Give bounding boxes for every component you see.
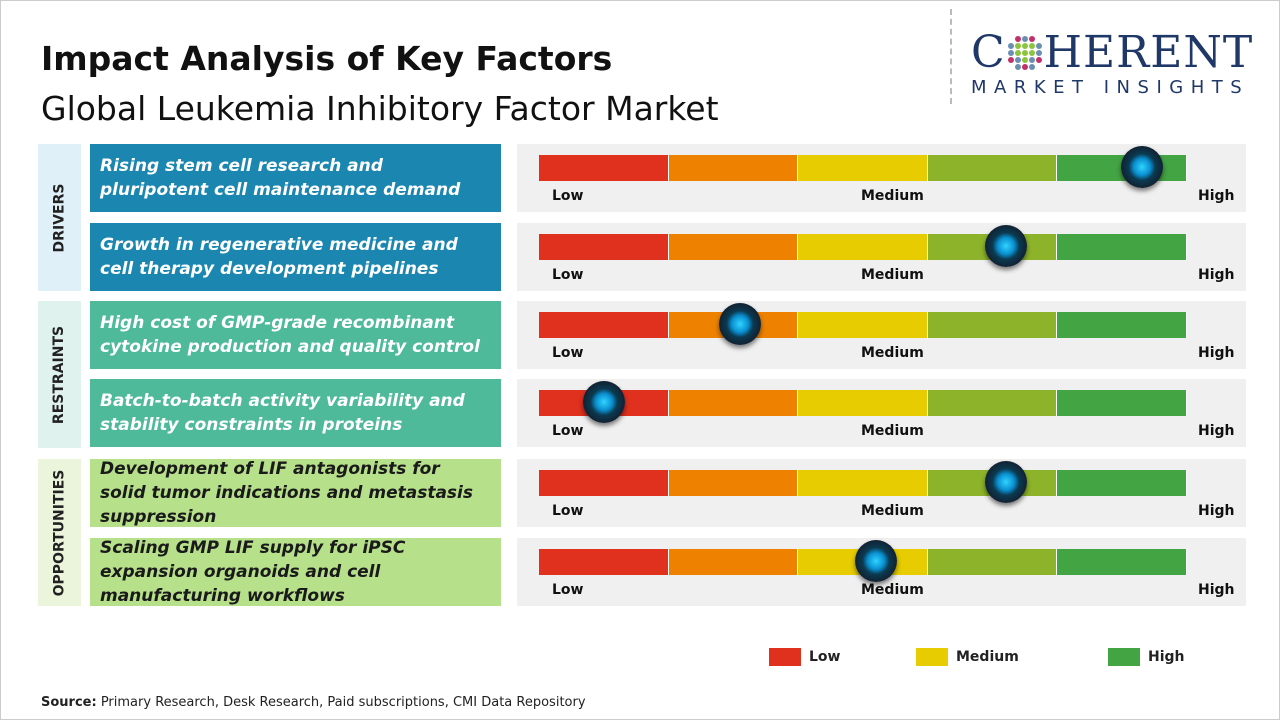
bar-segment-low_mid <box>668 234 799 260</box>
impact-marker <box>984 461 1027 503</box>
bar-segment-mid_high <box>927 312 1058 338</box>
logo: C HERENT MARKET INSIGHTS <box>971 31 1261 99</box>
bar-segment-medium <box>798 470 928 496</box>
scale-medium-label: Medium <box>861 345 924 361</box>
page-subtitle: Global Leukemia Inhibitory Factor Market <box>41 89 719 128</box>
impact-bar <box>539 155 1187 181</box>
legend-label: Low <box>809 649 841 665</box>
category-label: RESTRAINTS <box>51 325 68 424</box>
scale-high-label: High <box>1198 345 1235 361</box>
bar-segment-mid_high <box>927 155 1058 181</box>
bar-segment-low_mid <box>668 155 799 181</box>
bar-segment-low <box>539 312 669 338</box>
source-note: Source: Primary Research, Desk Research,… <box>41 695 586 710</box>
impact-marker <box>854 540 897 582</box>
bar-segment-low_mid <box>668 470 799 496</box>
category-opportunities: OPPORTUNITIES <box>38 459 81 606</box>
legend-swatch-medium <box>916 648 948 666</box>
bar-segment-low_mid <box>668 390 799 416</box>
bar-segment-low <box>539 234 669 260</box>
scale-medium-label: Medium <box>861 267 924 283</box>
impact-marker <box>582 381 625 423</box>
factor-text: Scaling GMP LIF supply for iPSC expansio… <box>90 538 501 606</box>
factor-text: High cost of GMP-grade recombinant cytok… <box>90 301 501 369</box>
scale-high-label: High <box>1198 188 1235 204</box>
source-label: Source: <box>41 695 97 710</box>
scale-high-label: High <box>1198 503 1235 519</box>
bar-segment-high <box>1057 390 1187 416</box>
factor-text: Development of LIF antagonists for solid… <box>90 459 501 527</box>
scale-low-label: Low <box>552 423 584 439</box>
impact-bar <box>539 470 1187 496</box>
bar-segment-medium <box>798 155 928 181</box>
impact-gauge: Low Medium High <box>517 301 1246 369</box>
factor-text: Growth in regenerative medicine and cell… <box>90 223 501 291</box>
legend-low: Low <box>769 648 840 666</box>
scale-low-label: Low <box>552 188 584 204</box>
legend-swatch-high <box>1108 648 1140 666</box>
category-restraints: RESTRAINTS <box>38 301 81 448</box>
scale-medium-label: Medium <box>861 503 924 519</box>
impact-bar <box>539 390 1187 416</box>
bar-segment-high <box>1057 234 1187 260</box>
impact-gauge: Low Medium High <box>517 144 1246 212</box>
globe-icon <box>1007 36 1042 70</box>
scale-medium-label: Medium <box>861 423 924 439</box>
factor-text: Rising stem cell research and pluripoten… <box>90 144 501 212</box>
legend-swatch-low <box>769 648 801 666</box>
bar-segment-high <box>1057 470 1187 496</box>
impact-marker <box>1120 146 1163 188</box>
impact-bar <box>539 234 1187 260</box>
category-drivers: DRIVERS <box>38 144 81 291</box>
impact-gauge: Low Medium High <box>517 379 1246 447</box>
scale-high-label: High <box>1198 267 1235 283</box>
legend-label: High <box>1148 649 1185 665</box>
scale-low-label: Low <box>552 345 584 361</box>
scale-low-label: Low <box>552 582 584 598</box>
impact-marker <box>718 303 761 345</box>
impact-gauge: Low Medium High <box>517 459 1246 527</box>
bar-segment-mid_high <box>927 549 1058 575</box>
scale-medium-label: Medium <box>861 188 924 204</box>
impact-gauge: Low Medium High <box>517 223 1246 291</box>
bar-segment-high <box>1057 312 1187 338</box>
legend-high: High <box>1108 648 1185 666</box>
scale-high-label: High <box>1198 582 1235 598</box>
bar-segment-mid_high <box>927 390 1058 416</box>
bar-segment-medium <box>798 390 928 416</box>
bar-segment-low <box>539 549 669 575</box>
page-title: Impact Analysis of Key Factors <box>41 39 613 78</box>
factor-text: Batch-to-batch activity variability and … <box>90 379 501 447</box>
scale-low-label: Low <box>552 503 584 519</box>
category-label: OPPORTUNITIES <box>51 469 68 596</box>
bar-segment-low_mid <box>668 549 799 575</box>
impact-gauge: Low Medium High <box>517 538 1246 606</box>
scale-medium-label: Medium <box>861 582 924 598</box>
legend-medium: Medium <box>916 648 1019 666</box>
legend-label: Medium <box>956 649 1019 665</box>
divider <box>950 9 952 104</box>
bar-segment-high <box>1057 549 1187 575</box>
bar-segment-medium <box>798 312 928 338</box>
bar-segment-low <box>539 155 669 181</box>
impact-marker <box>984 225 1027 267</box>
scale-low-label: Low <box>552 267 584 283</box>
category-label: DRIVERS <box>51 183 68 252</box>
bar-segment-medium <box>798 234 928 260</box>
scale-high-label: High <box>1198 423 1235 439</box>
impact-bar <box>539 312 1187 338</box>
bar-segment-low <box>539 470 669 496</box>
source-text: Primary Research, Desk Research, Paid su… <box>96 695 586 710</box>
logo-subtext: MARKET INSIGHTS <box>971 77 1250 98</box>
